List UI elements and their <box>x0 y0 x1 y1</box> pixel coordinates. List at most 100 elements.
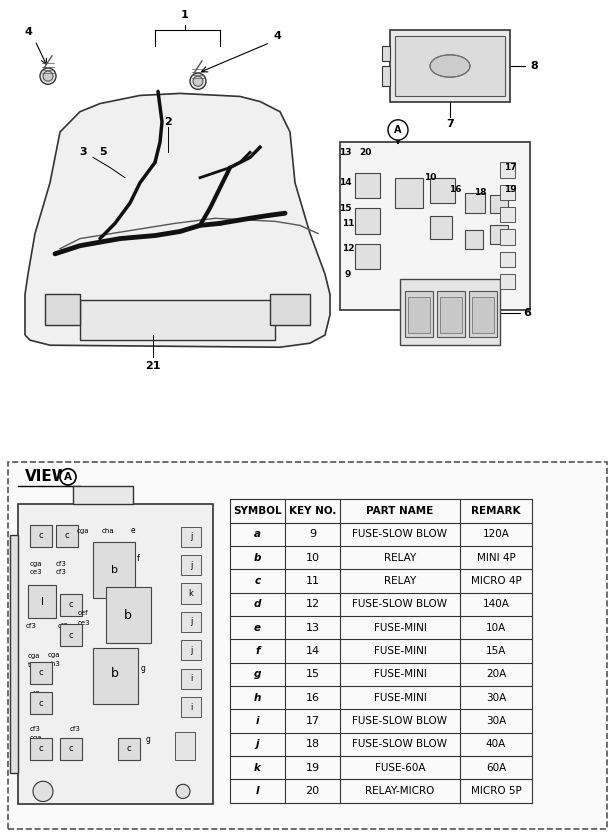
Text: c: c <box>39 744 43 753</box>
Bar <box>181 697 201 717</box>
Bar <box>270 294 310 325</box>
Text: 8: 8 <box>530 61 538 71</box>
Text: 18: 18 <box>306 739 320 749</box>
Text: cf3: cf3 <box>70 726 81 732</box>
Bar <box>472 298 494 333</box>
Text: j: j <box>190 646 192 655</box>
Bar <box>181 526 201 547</box>
Text: MICRO 5P: MICRO 5P <box>470 786 522 796</box>
Text: 21: 21 <box>145 360 161 370</box>
Text: b: b <box>124 610 132 622</box>
Bar <box>10 535 18 773</box>
Bar <box>30 692 52 714</box>
Bar <box>490 225 508 244</box>
Text: k: k <box>189 589 194 598</box>
Text: KEY NO.: KEY NO. <box>289 506 336 516</box>
Bar <box>500 207 515 223</box>
Bar <box>181 641 201 661</box>
Text: l: l <box>41 596 44 606</box>
Text: SYMBOL: SYMBOL <box>233 506 282 516</box>
Text: i: i <box>190 703 192 711</box>
Bar <box>106 587 151 643</box>
Bar <box>181 555 201 575</box>
Text: FUSE-MINI: FUSE-MINI <box>373 622 426 632</box>
Text: 60A: 60A <box>486 762 506 772</box>
Text: 20A: 20A <box>486 669 506 679</box>
Text: A: A <box>64 472 72 482</box>
Text: A: A <box>394 125 402 135</box>
Bar <box>437 291 465 337</box>
Text: i: i <box>190 674 192 683</box>
Text: ce3: ce3 <box>78 620 90 626</box>
Circle shape <box>60 469 76 485</box>
Text: 6: 6 <box>523 308 531 318</box>
Bar <box>340 142 530 309</box>
Bar <box>500 163 515 178</box>
Text: 1: 1 <box>181 10 189 20</box>
Text: 9: 9 <box>345 269 351 279</box>
Text: MINI 4P: MINI 4P <box>477 552 515 562</box>
Text: cf3: cf3 <box>56 561 67 567</box>
Text: cga: cga <box>77 528 89 534</box>
Text: MICRO 4P: MICRO 4P <box>470 575 522 585</box>
Text: b: b <box>254 552 261 562</box>
Text: 40A: 40A <box>486 739 506 749</box>
Bar <box>408 298 430 333</box>
Text: j: j <box>256 739 260 749</box>
Text: RELAY-MICRO: RELAY-MICRO <box>365 786 435 796</box>
Text: cga: cga <box>30 735 42 741</box>
Bar <box>28 585 56 618</box>
Text: c: c <box>69 744 73 753</box>
Circle shape <box>43 71 53 81</box>
Text: FUSE-MINI: FUSE-MINI <box>373 692 426 702</box>
Bar <box>390 31 510 102</box>
Text: c: c <box>69 631 73 640</box>
Text: 16: 16 <box>449 185 461 194</box>
Text: cga: cga <box>28 654 41 660</box>
Circle shape <box>176 784 190 798</box>
Text: 11: 11 <box>342 219 354 228</box>
Text: 120A: 120A <box>483 530 509 539</box>
Text: c: c <box>127 744 132 753</box>
Bar <box>30 661 52 684</box>
Text: cga: cga <box>48 652 60 658</box>
Text: 19: 19 <box>306 762 320 772</box>
Text: c: c <box>39 668 43 677</box>
Text: 9: 9 <box>309 530 316 539</box>
Text: cha: cha <box>101 528 114 534</box>
Text: a: a <box>183 735 188 744</box>
Text: c: c <box>65 531 69 540</box>
Text: b: b <box>111 667 119 681</box>
Text: cef: cef <box>78 610 89 615</box>
Bar <box>500 252 515 267</box>
Text: 15: 15 <box>339 203 351 213</box>
Text: FUSE-SLOW BLOW: FUSE-SLOW BLOW <box>352 716 448 726</box>
Text: 140A: 140A <box>483 599 509 609</box>
Text: i: i <box>256 716 260 726</box>
Text: cga: cga <box>30 561 42 567</box>
Text: FUSE-SLOW BLOW: FUSE-SLOW BLOW <box>352 599 448 609</box>
Text: VIEW: VIEW <box>25 470 69 485</box>
Text: 20: 20 <box>359 148 371 157</box>
Bar <box>355 173 380 198</box>
Text: FUSE-MINI: FUSE-MINI <box>373 646 426 656</box>
Bar <box>500 185 515 200</box>
Text: j: j <box>190 532 192 541</box>
Bar <box>395 36 505 97</box>
Bar <box>400 279 500 345</box>
Bar <box>56 525 78 547</box>
Text: PART NAME: PART NAME <box>367 506 434 516</box>
Text: h: h <box>254 692 261 702</box>
Bar <box>465 230 483 249</box>
Text: 17: 17 <box>306 716 320 726</box>
Text: cf3: cf3 <box>30 726 41 732</box>
PathPatch shape <box>25 93 330 347</box>
Text: 17: 17 <box>504 163 517 172</box>
Text: e: e <box>254 622 261 632</box>
Text: f: f <box>137 554 140 562</box>
Text: FUSE-MINI: FUSE-MINI <box>373 669 426 679</box>
Text: RELAY: RELAY <box>384 575 416 585</box>
Text: 4: 4 <box>273 31 281 41</box>
Text: 16: 16 <box>306 692 320 702</box>
Text: 30A: 30A <box>486 692 506 702</box>
